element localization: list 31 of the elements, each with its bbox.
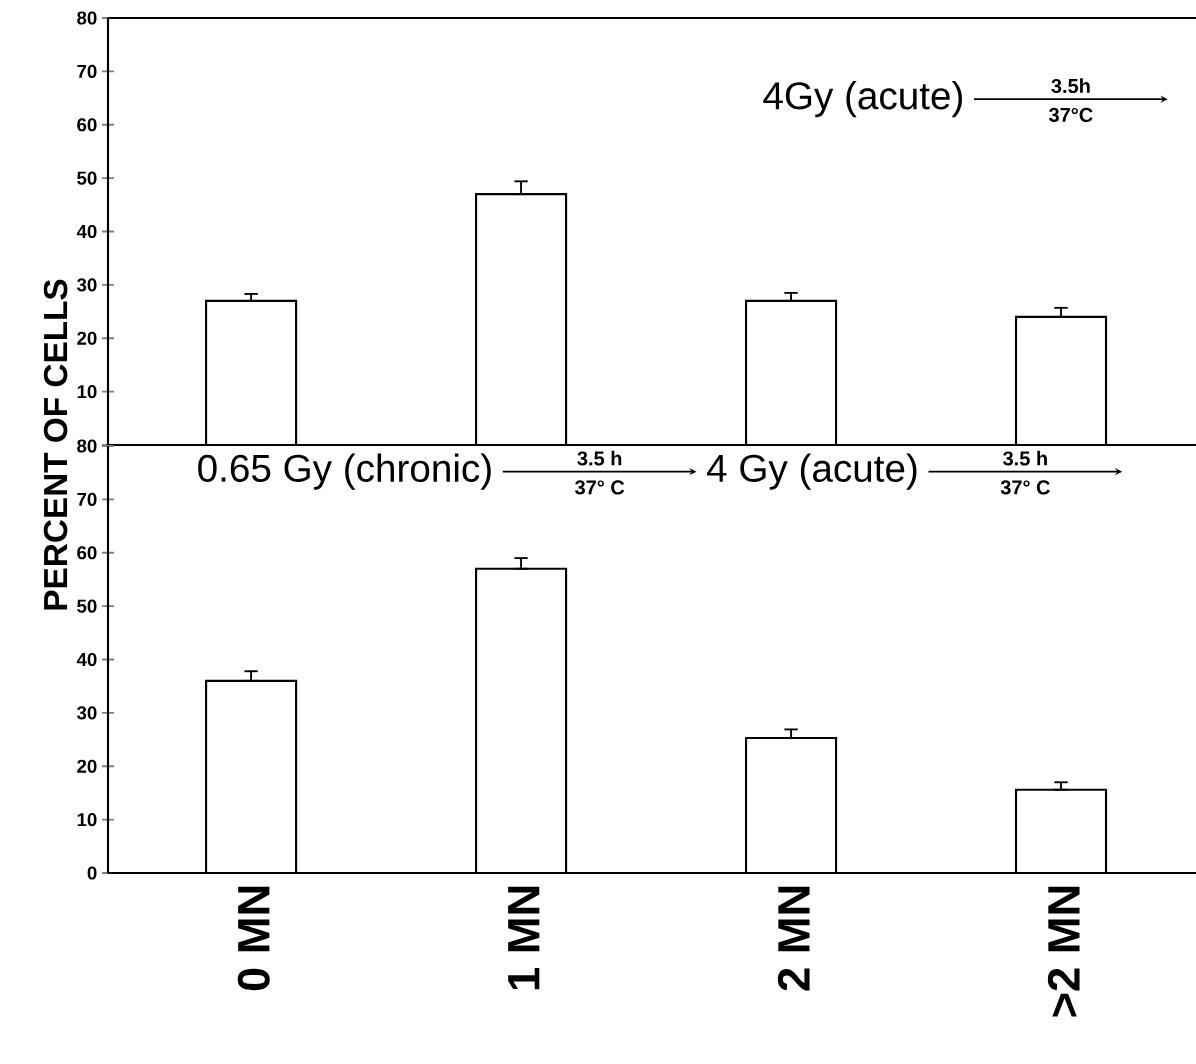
annotation: 4Gy (acute) — [763, 81, 962, 118]
x-tick-label: 0 MN — [237, 886, 270, 991]
y-tick-label: 40 — [76, 224, 97, 239]
x-tick-label: >2 MN — [1047, 886, 1080, 1017]
y-tick-label: 10 — [77, 813, 97, 827]
y-tick-label: 80 — [77, 439, 97, 453]
y-tick-label: 60 — [77, 546, 97, 560]
y-tick-label: 20 — [77, 759, 97, 773]
y-tick-label: 50 — [77, 599, 97, 613]
y-tick-label: 20 — [77, 331, 97, 345]
y-tick-label: 70 — [77, 492, 97, 506]
y-tick-label: 60 — [77, 118, 97, 132]
annotation: 37° C — [575, 480, 625, 495]
y-tick-label: 70 — [77, 64, 97, 78]
annotation: 3.5 h — [1003, 450, 1047, 466]
y-tick-label: 0 — [87, 866, 97, 880]
y-tick-label: 40 — [76, 652, 97, 667]
y-tick-label: 10 — [77, 385, 97, 399]
annotation: 3.5h — [1051, 78, 1090, 94]
x-tick-label: 2 MN — [777, 886, 810, 991]
y-tick-label: 80 — [77, 11, 97, 25]
annotation: 37° C — [1000, 480, 1050, 495]
y-tick-label: 50 — [77, 171, 97, 185]
annotation: 37°C — [1049, 107, 1093, 123]
y-tick-label: 30 — [76, 278, 97, 292]
x-tick-label: 1 MN — [508, 886, 540, 990]
annotation: 0.65 Gy (chronic) — [198, 453, 491, 490]
annotation: 4 Gy (acute) — [707, 453, 917, 490]
y-tick-label: 30 — [76, 706, 97, 720]
y-axis-title: PERCENT OF CELLS — [43, 279, 68, 610]
annotation: 3.5 h — [577, 450, 622, 466]
